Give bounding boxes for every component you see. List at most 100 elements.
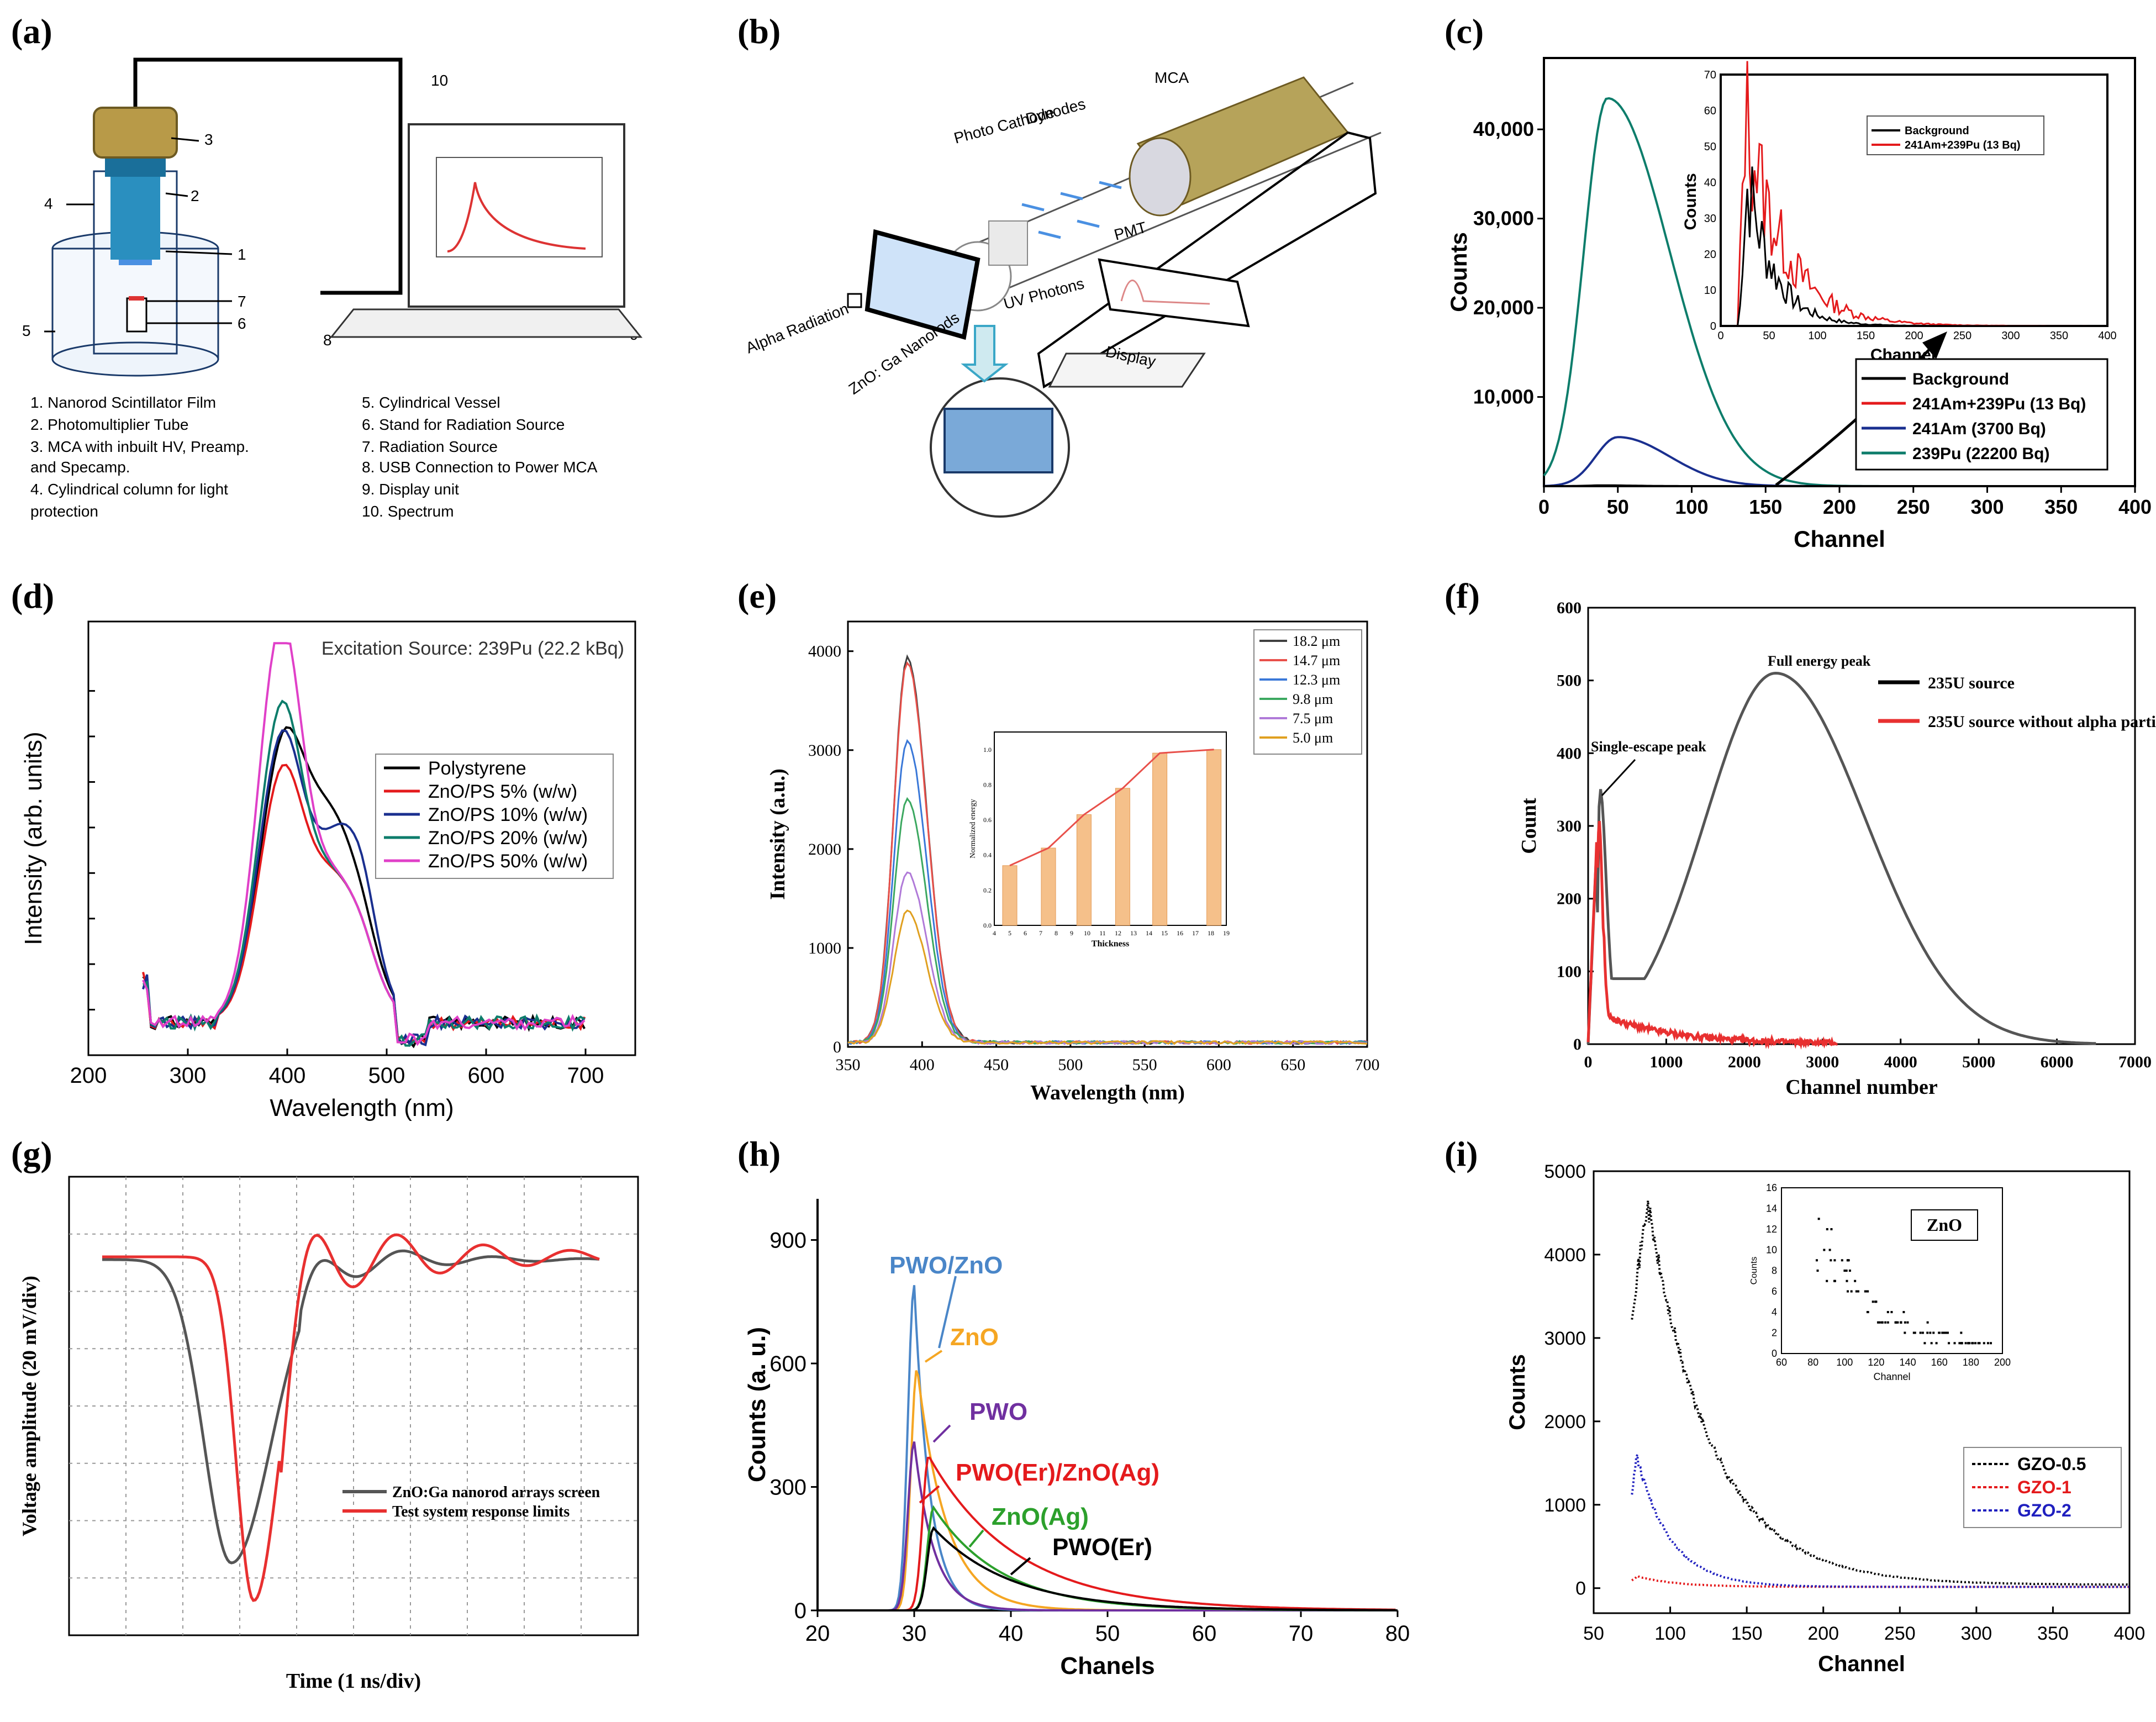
panel-label-g: (g) (11, 1134, 52, 1173)
legend-item-10: 10. Spectrum (362, 503, 454, 520)
inset-point (1958, 1342, 1961, 1345)
inset-point (1874, 1300, 1877, 1303)
legend-label: Test system response limits (392, 1503, 570, 1520)
x-tick-label: 3000 (1806, 1053, 1839, 1071)
y-tick-label: 1000 (808, 939, 841, 957)
inset-x-tick: 180 (1963, 1357, 1979, 1368)
inset-point (1886, 1321, 1889, 1324)
inset-x-tick: 160 (1931, 1357, 1948, 1368)
panel-label-d: (d) (11, 576, 54, 615)
inset-bar (1115, 788, 1130, 926)
inset-point (1881, 1321, 1884, 1324)
legend-label: 12.3 μm (1293, 672, 1340, 688)
inset-x-tick: 300 (2001, 330, 2020, 342)
x-tick-label: 400 (2114, 1623, 2146, 1644)
inset-y-tick: 0 (1710, 320, 1716, 333)
y-tick-label: 600 (769, 1352, 806, 1376)
x-tick-label: 1000 (1649, 1053, 1683, 1071)
plot-frame (1593, 1170, 2131, 1614)
label-mca: MCA (1155, 69, 1189, 86)
inset-point (1921, 1331, 1924, 1334)
photomultiplier-tube (110, 166, 160, 260)
legend-label: Polystyrene (428, 758, 526, 779)
series-label: PWO(Er)/ZnO(Ag) (956, 1459, 1159, 1486)
label-arrow (1010, 1557, 1031, 1576)
inset-point (1826, 1228, 1828, 1230)
zoom-arrow (961, 325, 1009, 383)
legend-label: 241Am (3700 Bq) (1912, 420, 2046, 438)
inset-point (1930, 1342, 1933, 1345)
inset-y-tick: 6 (1772, 1286, 1777, 1297)
legend-label: 235U source without alpha particles (1928, 713, 2156, 731)
x-tick-label: 300 (1960, 1623, 1992, 1644)
legend-label: 14.7 μm (1293, 652, 1340, 668)
inset-y-label: Normalized energy (969, 799, 977, 858)
annotation-full-energy: Full energy peak (1768, 653, 1871, 669)
legend-item-8: 8. USB Connection to Power MCA (362, 459, 598, 476)
callout-4: 4 (44, 195, 53, 212)
display-base (1048, 352, 1206, 388)
inset-y-tick: 4 (1772, 1307, 1777, 1318)
inset-y-tick: 0.4 (983, 851, 992, 859)
inset-point (1990, 1342, 1992, 1345)
x-tick-label: 500 (1058, 1056, 1083, 1074)
inset-x-tick: 16 (1177, 929, 1183, 937)
legend-label: Background (1912, 370, 2009, 388)
callout-10: 10 (431, 72, 448, 89)
legend-label: ZnO/PS 5% (w/w) (428, 781, 577, 802)
chart-c: 0 50 100 150 200 250 300 350 40010,00020,00030,0… (1446, 57, 2152, 552)
x-tick-label: 700 (1355, 1056, 1380, 1074)
series-line-5 (847, 909, 1368, 1045)
inset-x-tick: 4 (993, 929, 996, 937)
x-tick-label: 350 (836, 1056, 861, 1074)
inset-x-label: Channel (1873, 1371, 1910, 1382)
inset-y-tick: 16 (1766, 1182, 1777, 1193)
x-axis-label: Channel (1794, 526, 1885, 552)
panel-a-legend-right: 5. Cylindrical Vessel 6. Stand for Radia… (362, 394, 598, 520)
y-tick-label: 1000 (1544, 1495, 1586, 1516)
inset-point (1833, 1279, 1836, 1282)
annotation-arrow (1601, 759, 1636, 797)
x-axis-label: Channel number (1785, 1076, 1938, 1099)
legend-box (1253, 629, 1362, 755)
inset-x-tick: 15 (1161, 929, 1168, 937)
inset-bar (1002, 865, 1018, 926)
x-tick-label: 250 (1897, 496, 1930, 518)
inset-point (1904, 1331, 1906, 1334)
inset-point (1896, 1321, 1899, 1324)
panel-label-h: (h) (737, 1134, 781, 1173)
inset-y-tick: 14 (1766, 1203, 1777, 1214)
inset-y-tick: 70 (1704, 69, 1716, 81)
y-axis-label: Counts (1446, 232, 1472, 312)
inset-point (1884, 1321, 1887, 1324)
plot-frame (1587, 607, 2136, 1045)
inset-point (1878, 1321, 1881, 1324)
photo-cathode (988, 220, 1028, 266)
series-dots-0 (1631, 1200, 2129, 1586)
series-label: ZnO (950, 1324, 999, 1351)
inset-point (1843, 1270, 1846, 1272)
inset-y-tick: 0.8 (983, 781, 992, 788)
inset-point (1823, 1249, 1826, 1251)
series-line-5 (818, 1526, 1396, 1612)
x-axis-label: Time (1 ns/div) (286, 1670, 421, 1693)
inset-point (1872, 1300, 1874, 1303)
label-pmt: PMT (1113, 219, 1148, 244)
inset-x-tick: 60 (1776, 1357, 1787, 1368)
legend-item-4b: protection (30, 503, 98, 520)
inset-y-tick: 50 (1704, 141, 1716, 153)
inset-y-tick: 40 (1704, 177, 1716, 189)
y-tick-label: 600 (1557, 599, 1582, 617)
inset-title-box (1911, 1209, 1978, 1241)
legend-label: 18.2 μm (1293, 633, 1340, 649)
inset-point (1854, 1279, 1857, 1282)
inset-x-tick: 250 (1953, 330, 1971, 342)
inset-point (1935, 1342, 1938, 1345)
inset-point (1968, 1342, 1971, 1345)
x-tick-label: 80 (1385, 1621, 1410, 1646)
x-tick-label: 400 (910, 1056, 935, 1074)
series-line-test (102, 1233, 600, 1602)
inset-point (1938, 1331, 1941, 1334)
inset-title: ZnO (1927, 1215, 1962, 1235)
x-tick-label: 350 (2044, 496, 2078, 518)
